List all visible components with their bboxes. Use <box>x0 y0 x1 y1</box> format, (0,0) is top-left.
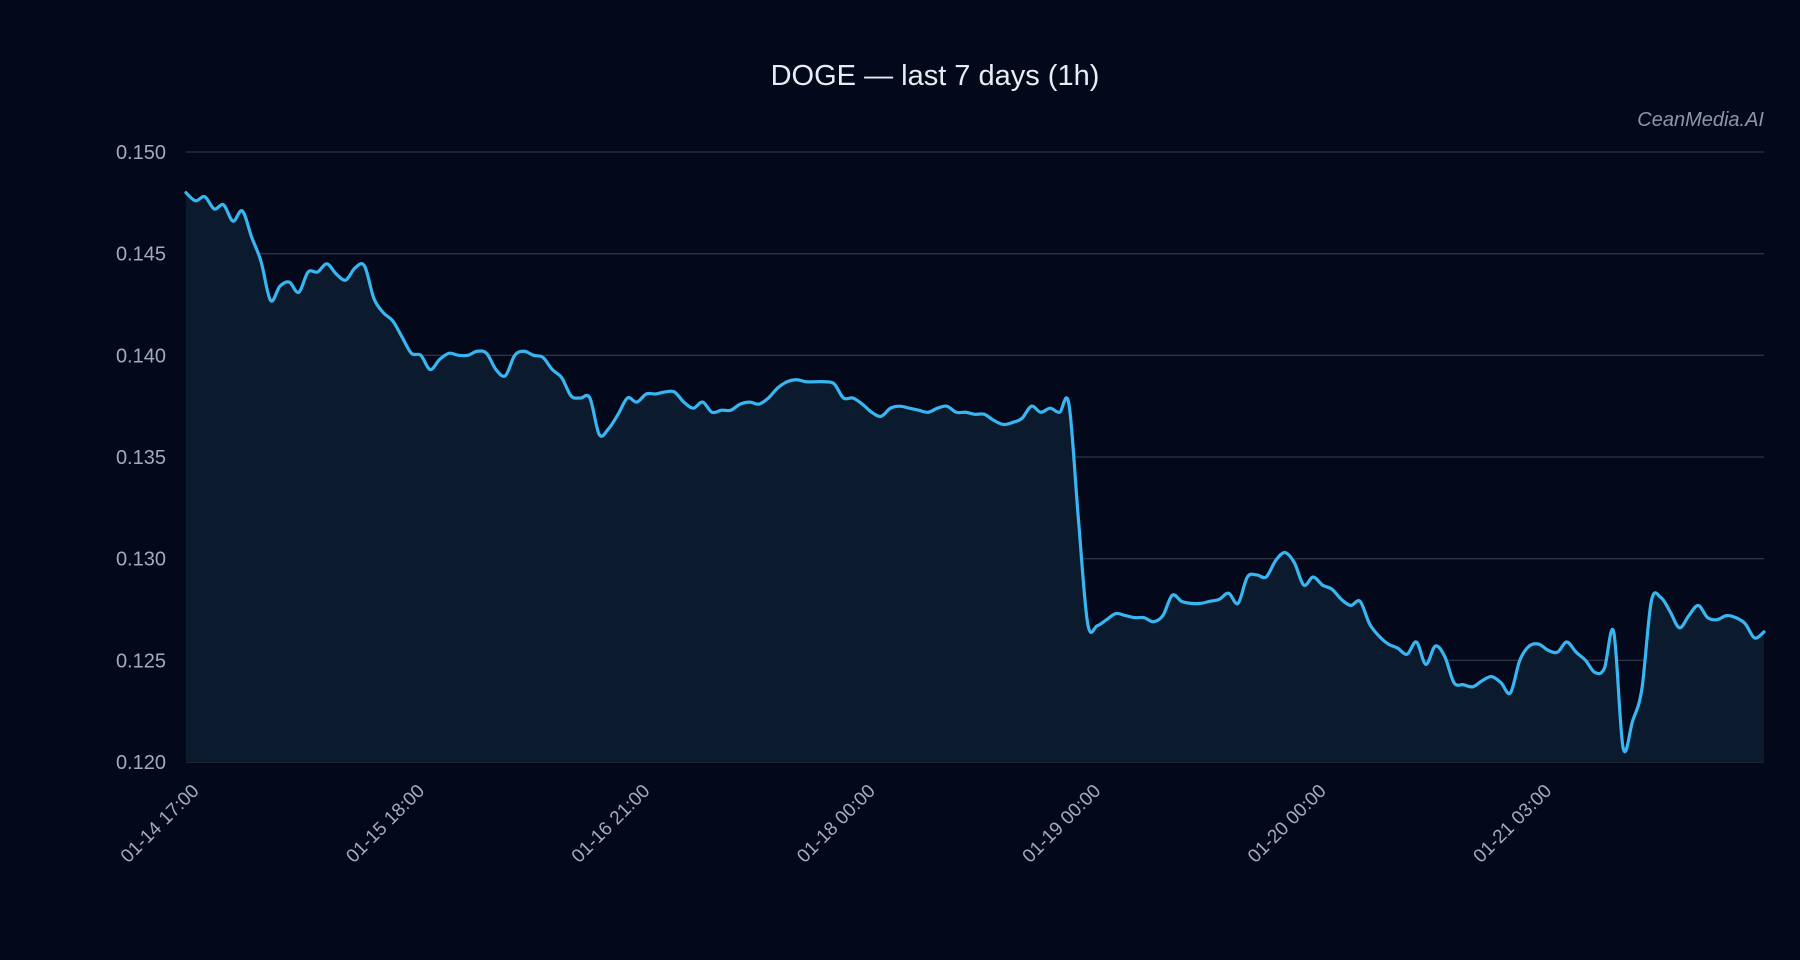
x-tick-label: 01-16 21:00 <box>568 781 655 868</box>
y-tick-label: 0.145 <box>116 244 166 266</box>
x-tick-label: 01-15 18:00 <box>342 781 429 868</box>
x-axis-ticks: 01-14 17:00 01-15 18:00 01-16 21:00 01-18 0… <box>117 781 1556 868</box>
x-tick-label: 01-14 17:00 <box>117 781 204 868</box>
watermark: CeanMedia.AI <box>1637 109 1764 131</box>
x-tick-label: 01-20 00:00 <box>1244 781 1331 868</box>
series-layer <box>184 191 1766 763</box>
y-axis-ticks: 0.120 0.125 0.130 0.135 0.140 0.145 0.150 <box>116 142 166 774</box>
x-tick-label: 01-18 00:00 <box>793 781 880 868</box>
y-tick-label: 0.135 <box>116 447 166 469</box>
price-line <box>184 191 1766 753</box>
price-area-fill <box>186 192 1764 763</box>
y-tick-label: 0.120 <box>116 752 166 774</box>
x-tick-label: 01-19 00:00 <box>1019 781 1106 868</box>
y-tick-label: 0.130 <box>116 549 166 571</box>
x-tick-label: 01-21 03:00 <box>1470 781 1557 868</box>
y-tick-label: 0.125 <box>116 650 166 672</box>
y-tick-label: 0.150 <box>116 142 166 164</box>
chart-title: DOGE — last 7 days (1h) <box>771 60 1100 92</box>
y-tick-label: 0.140 <box>116 345 166 367</box>
